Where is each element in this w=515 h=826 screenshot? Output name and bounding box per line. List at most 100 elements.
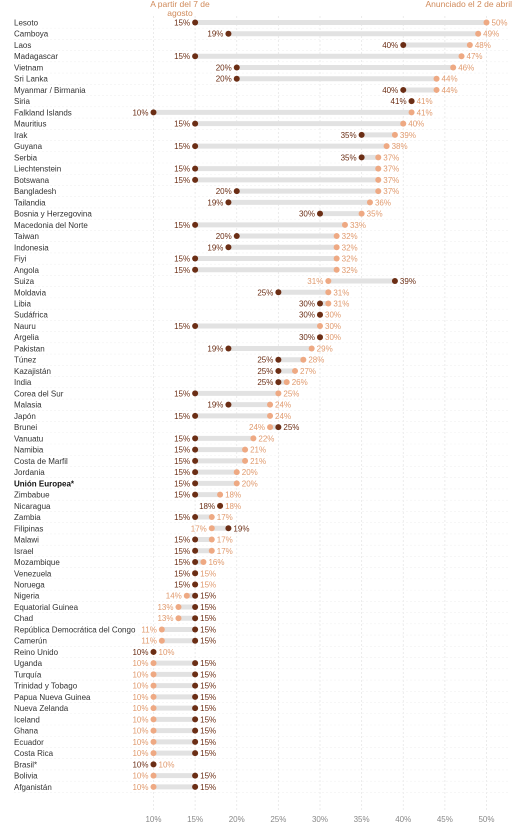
before-value-label: 15%: [200, 704, 216, 713]
before-value-label: 35%: [341, 153, 357, 162]
before-value-label: 15%: [174, 446, 190, 455]
country-label: Kazajistán: [14, 367, 51, 376]
chart-row: Sudáfrica 30% 30%: [14, 311, 510, 321]
after-value-label: 11%: [141, 637, 156, 646]
chart-row: Nueva Zelanda 10% 15%: [14, 704, 510, 715]
after-dot: [483, 19, 490, 26]
after-value-label: 32%: [342, 232, 358, 241]
country-label: Mozambique: [14, 558, 60, 567]
before-value-label: 15%: [200, 693, 216, 702]
chart-row: Suiza 31% 39%: [14, 277, 510, 287]
after-value-label: 16%: [208, 558, 224, 567]
after-value-label: 17%: [217, 536, 233, 545]
country-label: Vietnam: [14, 63, 44, 72]
country-label: Malasia: [14, 401, 42, 410]
before-dot: [233, 233, 240, 240]
before-value-label: 10%: [132, 760, 148, 769]
after-value-label: 10%: [132, 738, 148, 747]
chart-row: Costa Rica 10% 15%: [14, 749, 510, 760]
chart-row: Pakistan 19% 29%: [14, 344, 510, 355]
country-label: Zambia: [14, 513, 41, 522]
after-value-label: 30%: [325, 333, 341, 342]
chart-row: Camboya 19% 49%: [14, 30, 510, 40]
country-label: Noruega: [14, 581, 45, 590]
tick-label-30: 30%: [312, 815, 328, 824]
before-value-label: 25%: [257, 367, 273, 376]
tick-label-10: 10%: [145, 815, 161, 824]
before-dot: [192, 390, 199, 397]
before-value-label: 18%: [199, 502, 215, 511]
before-dot: [192, 120, 199, 127]
after-value-label: 21%: [250, 457, 266, 466]
country-label: Nueva Zelanda: [14, 704, 69, 713]
chart-row: Trinidad y Tobago 10% 15%: [14, 682, 510, 692]
before-dot: [192, 682, 199, 689]
after-dot: [208, 547, 215, 554]
before-value-label: 19%: [207, 401, 223, 410]
after-dot: [175, 615, 182, 622]
before-dot: [225, 345, 232, 352]
before-dot: [150, 761, 157, 768]
chart-row: Siria 41% 41%: [14, 97, 510, 108]
before-dot: [192, 266, 199, 273]
chart-row: Bosnia y Herzegovina 30% 35%: [14, 210, 510, 220]
before-value-label: 15%: [174, 558, 190, 567]
country-label: Suiza: [14, 277, 35, 286]
after-dot: [150, 727, 157, 734]
after-value-label: 30%: [325, 322, 341, 331]
country-label: Macedonia del Norte: [14, 221, 88, 230]
after-value-label: 10%: [132, 682, 148, 691]
before-value-label: 15%: [174, 491, 190, 500]
chart-row: Uganda 10% 15%: [14, 659, 510, 670]
after-value-label: 32%: [342, 255, 358, 264]
country-label: Botswana: [14, 176, 50, 185]
chart-row: Túnez 25% 28%: [14, 356, 510, 366]
after-value-label: 24%: [275, 412, 291, 421]
after-value-label: 37%: [383, 176, 399, 185]
before-value-label: 15%: [200, 659, 216, 668]
before-dot: [317, 300, 323, 307]
chart-row: Malasia 19% 24%: [14, 401, 510, 411]
before-dot: [192, 592, 199, 599]
before-dot: [275, 424, 282, 431]
after-dot: [375, 154, 382, 161]
after-dot: [175, 603, 182, 610]
before-dot: [192, 727, 199, 734]
country-label: Taiwan: [14, 232, 39, 241]
before-value-label: 15%: [200, 625, 216, 634]
after-dot: [375, 176, 382, 183]
after-value-label: 20%: [242, 468, 258, 477]
before-dot: [192, 547, 199, 554]
before-dot: [192, 671, 199, 678]
after-value-label: 31%: [333, 300, 349, 309]
before-dot: [192, 435, 199, 442]
after-value-label: 11%: [141, 625, 156, 634]
after-dot: [150, 693, 157, 700]
country-label: Equatorial Guinea: [14, 603, 79, 612]
before-dot: [192, 221, 199, 228]
country-label: Filipinas: [14, 524, 43, 533]
before-dot: [150, 109, 157, 116]
before-value-label: 15%: [174, 322, 190, 331]
after-value-label: 26%: [292, 378, 308, 387]
after-value-label: 30%: [325, 311, 341, 320]
country-label: República Democrática del Congo: [14, 625, 136, 634]
country-label: Tailandia: [14, 198, 46, 207]
before-dot: [317, 210, 323, 217]
chart-row: Moldavia 25% 31%: [14, 288, 510, 299]
after-value-label: 25%: [283, 389, 299, 398]
before-dot: [192, 469, 199, 476]
chart-row: Costa de Marfil 15% 21%: [14, 457, 510, 467]
after-dot: [391, 131, 398, 138]
before-value-label: 19%: [233, 524, 249, 533]
before-dot: [192, 514, 199, 521]
before-dot: [358, 154, 365, 161]
before-dot: [192, 412, 199, 419]
before-dot: [400, 41, 407, 48]
after-value-label: 10%: [159, 648, 175, 657]
country-label: Túnez: [14, 356, 36, 365]
after-dot: [150, 783, 157, 790]
after-dot: [250, 435, 257, 442]
before-dot: [192, 457, 199, 464]
chart-row: Bolivia 10% 15%: [14, 772, 510, 782]
